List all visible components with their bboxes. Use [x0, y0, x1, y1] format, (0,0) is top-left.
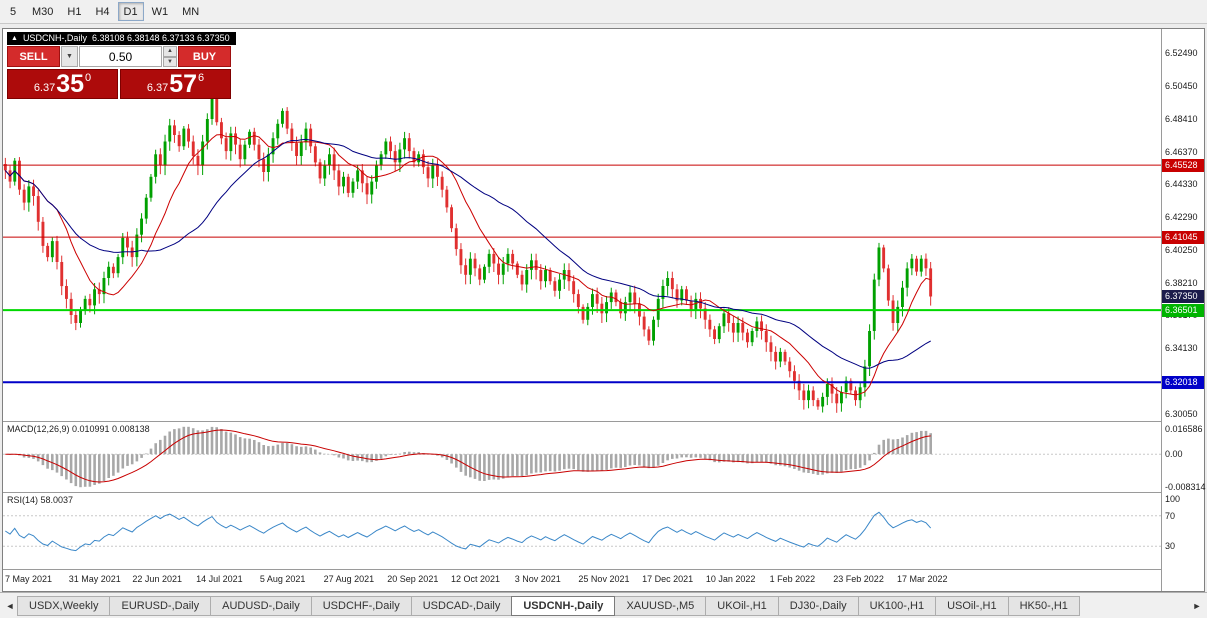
- sell-button[interactable]: SELL: [7, 46, 60, 67]
- macd-axis-label: 0.016586: [1165, 424, 1203, 434]
- tab-hk50-h1[interactable]: HK50-,H1: [1007, 595, 1080, 616]
- buy-button[interactable]: BUY: [178, 46, 231, 67]
- macd-label: MACD(12,26,9) 0.010991 0.008138: [7, 424, 150, 434]
- timeframe-m30[interactable]: M30: [26, 2, 60, 21]
- macd-panel[interactable]: MACD(12,26,9) 0.010991 0.008138: [3, 422, 1161, 493]
- volume-dropdown-icon[interactable]: ▼: [61, 46, 78, 67]
- date-axis-label: 31 May 2021: [68, 574, 121, 584]
- timeframe-h1[interactable]: H1: [61, 2, 88, 21]
- volume-up-icon[interactable]: ▲: [163, 46, 177, 57]
- date-axis-label: 12 Oct 2021: [451, 574, 501, 584]
- volume-input[interactable]: [79, 46, 162, 67]
- ohlc-values: 6.38108 6.38148 6.37133 6.37350: [91, 33, 230, 43]
- date-axis-label: 3 Nov 2021: [514, 574, 561, 584]
- buy-price-prefix: 6.37: [146, 82, 169, 94]
- tab-eurusd-daily[interactable]: EURUSD-,Daily: [109, 595, 212, 616]
- sell-price-pips: 35: [56, 69, 85, 98]
- timeframe-h4[interactable]: H4: [89, 2, 116, 21]
- tabs-scroll-right-icon[interactable]: ►: [1192, 600, 1202, 611]
- tab-ukoil-h1[interactable]: UKOil-,H1: [705, 595, 779, 616]
- buy-price-pipette: 6: [198, 72, 205, 84]
- buy-price-display[interactable]: 6.37 57 6: [120, 69, 231, 99]
- price-axis-label: 6.50450: [1165, 81, 1198, 92]
- rsi-label: RSI(14) 58.0037: [7, 495, 74, 505]
- date-axis-label: 7 May 2021: [5, 574, 53, 584]
- timeframe-5[interactable]: 5: [2, 2, 24, 21]
- price-axis-label: 6.48410: [1165, 113, 1198, 124]
- date-axis-label: 20 Sep 2021: [387, 574, 439, 584]
- tab-usdx-weekly[interactable]: USDX,Weekly: [17, 595, 111, 616]
- date-axis-label: 5 Aug 2021: [259, 574, 306, 584]
- price-marker: 6.41045: [1162, 231, 1204, 245]
- price-axis-label: 6.52490: [1165, 48, 1198, 59]
- date-axis-label: 27 Aug 2021: [323, 574, 375, 584]
- tab-dj30-daily[interactable]: DJ30-,Daily: [777, 595, 859, 616]
- candlestick-chart[interactable]: [3, 29, 1161, 421]
- date-axis-label: 22 Jun 2021: [132, 574, 182, 584]
- tab-usdcad-daily[interactable]: USDCAD-,Daily: [410, 595, 513, 616]
- sell-price-prefix: 6.37: [33, 82, 56, 94]
- buy-price-pips: 57: [169, 69, 198, 98]
- tab-usdchf-daily[interactable]: USDCHF-,Daily: [310, 595, 412, 616]
- timeframe-d1[interactable]: D1: [117, 2, 144, 21]
- sell-price-pipette: 0: [85, 72, 92, 84]
- tab-xauusd-m5[interactable]: XAUUSD-,M5: [614, 595, 707, 616]
- collapse-icon[interactable]: ▲: [11, 34, 18, 42]
- rsi-panel[interactable]: RSI(14) 58.0037: [3, 493, 1161, 570]
- chart-tab-bar: ◄ USDX,Weekly EURUSD-,Daily AUDUSD-,Daily U…: [0, 592, 1207, 618]
- price-marker: 6.32018: [1162, 376, 1204, 390]
- timeframe-mn[interactable]: MN: [176, 2, 206, 21]
- rsi-axis-label: 30: [1165, 541, 1176, 552]
- sell-price-display[interactable]: 6.37 35 0: [7, 69, 118, 99]
- tab-usoil-h1[interactable]: USOil-,H1: [935, 595, 1009, 616]
- rsi-axis-label: 100: [1165, 494, 1181, 504]
- date-axis: 7 May 2021 31 May 2021 22 Jun 2021 14 Jul 2…: [3, 570, 1161, 591]
- main-chart-panel[interactable]: ▲ USDCNH-,Daily 6.38108 6.38148 6.37133 …: [3, 29, 1161, 422]
- volume-down-icon[interactable]: ▼: [163, 56, 177, 67]
- price-marker: 6.37350: [1162, 290, 1204, 304]
- chart-window: ▲ USDCNH-,Daily 6.38108 6.38148 6.37133 …: [2, 28, 1206, 592]
- price-axis-label: 6.38210: [1165, 277, 1198, 288]
- tab-uk100-h1[interactable]: UK100-,H1: [857, 595, 937, 616]
- price-marker: 6.36501: [1162, 304, 1204, 318]
- tab-usdcnh-daily[interactable]: USDCNH-,Daily: [511, 595, 616, 616]
- date-axis-label: 25 Nov 2021: [578, 574, 630, 584]
- macd-axis-label: -0.008314: [1165, 482, 1206, 492]
- price-axis-label: 6.44330: [1165, 179, 1198, 190]
- date-axis-label: 17 Dec 2021: [642, 574, 694, 584]
- rsi-axis-label: 70: [1165, 510, 1176, 521]
- date-axis-label: 14 Jul 2021: [196, 574, 243, 584]
- price-axis-label: 6.42290: [1165, 212, 1198, 223]
- price-axis: 6.52490 6.50450 6.48410 6.46370 6.44330 6.422…: [1161, 29, 1206, 591]
- date-axis-label: 17 Mar 2022: [897, 574, 948, 584]
- date-axis-label: 1 Feb 2022: [769, 574, 816, 584]
- price-axis-label: 6.40250: [1165, 244, 1198, 255]
- timeframe-toolbar: 5 M30 H1 H4 D1 W1 MN: [0, 0, 1207, 24]
- price-marker: 6.45528: [1162, 159, 1204, 173]
- tab-audusd-daily[interactable]: AUDUSD-,Daily: [210, 595, 312, 616]
- price-axis-label: 6.30050: [1165, 408, 1198, 419]
- date-axis-label: 23 Feb 2022: [833, 574, 884, 584]
- date-axis-label: 10 Jan 2022: [705, 574, 756, 584]
- price-axis-label: 6.34130: [1165, 343, 1198, 354]
- volume-stepper: ▲ ▼: [163, 46, 177, 67]
- timeframe-w1[interactable]: W1: [145, 2, 175, 21]
- macd-axis-label: 0.00: [1165, 449, 1183, 460]
- chart-symbol-label: USDCNH-,Daily: [22, 33, 87, 43]
- price-axis-label: 6.46370: [1165, 146, 1198, 157]
- tabs-scroll-left-icon[interactable]: ◄: [5, 600, 15, 611]
- one-click-trading-panel: SELL ▼ ▲ ▼ BUY 6.37 35 0 6.37 57 6: [7, 46, 231, 99]
- chart-title-bar: ▲ USDCNH-,Daily 6.38108 6.38148 6.37133 …: [7, 32, 236, 45]
